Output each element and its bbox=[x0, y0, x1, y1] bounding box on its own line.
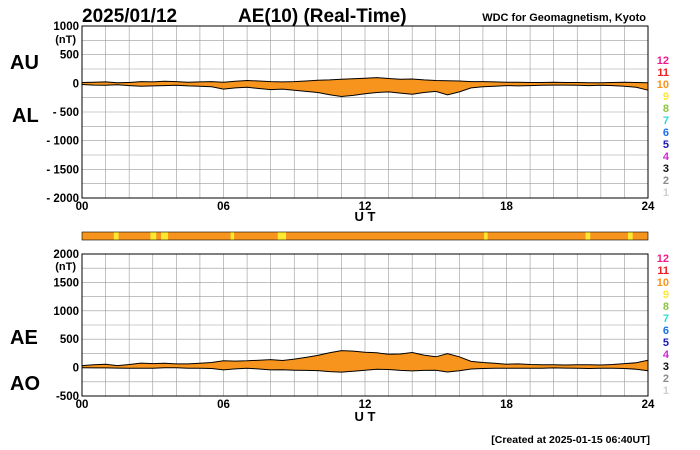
plot-frame bbox=[81, 253, 649, 397]
au-al-panel: AU AL (nT) U T 1000 500 0 - 500 - 1000 - 1500… bbox=[10, 21, 655, 224]
legend-entry: 3 bbox=[663, 361, 669, 373]
y-tick-label: 1500 bbox=[53, 277, 79, 289]
legend-entry: 9 bbox=[663, 91, 669, 103]
y-tick-label: 1000 bbox=[53, 21, 79, 33]
legend-entry: 4 bbox=[663, 349, 670, 361]
x-tick-label: 12 bbox=[359, 201, 372, 213]
legend-entry: 8 bbox=[663, 301, 669, 313]
legend-entry: 11 bbox=[657, 265, 669, 277]
y-tick-label: - 2000 bbox=[46, 193, 79, 205]
unit-label: (nT) bbox=[55, 261, 76, 273]
x-axis-label: U T bbox=[355, 209, 376, 224]
station-bar-segment bbox=[627, 232, 633, 240]
au-label: AU bbox=[10, 52, 39, 74]
station-bar-segment bbox=[484, 232, 488, 240]
y-tick-label: - 500 bbox=[53, 107, 79, 119]
data-area bbox=[81, 25, 649, 199]
legend-entry: 1 bbox=[663, 385, 669, 397]
legend-entry: 1 bbox=[663, 187, 669, 199]
station-bar-segment bbox=[230, 232, 235, 240]
data-area bbox=[81, 253, 649, 397]
legend-entry: 7 bbox=[663, 313, 669, 325]
y-tick-label: - 1000 bbox=[46, 136, 79, 148]
data-source-credit: WDC for Geomagnetism, Kyoto bbox=[482, 12, 646, 24]
station-bar-base bbox=[82, 232, 648, 240]
x-tick-label: 06 bbox=[217, 201, 230, 213]
y-tick-label: -500 bbox=[56, 391, 79, 403]
station-count-bar bbox=[81, 231, 649, 241]
legend-entry: 12 bbox=[657, 253, 669, 265]
legend-entry: 10 bbox=[657, 79, 669, 91]
legend-entry: 2 bbox=[663, 175, 669, 187]
y-tick-label: 1000 bbox=[53, 306, 79, 318]
unit-label: (nT) bbox=[55, 34, 76, 46]
upper-series-line bbox=[81, 350, 649, 367]
y-tick-label: 500 bbox=[60, 334, 79, 346]
x-tick-label: 06 bbox=[217, 399, 230, 411]
legend-entry: 8 bbox=[663, 103, 669, 115]
y-tick-label: 0 bbox=[73, 363, 79, 375]
ae-label: AE bbox=[10, 327, 38, 349]
area-fill bbox=[82, 350, 648, 373]
legend-entry: 9 bbox=[663, 289, 669, 301]
station-bar-frame bbox=[81, 231, 649, 241]
ao-label: AO bbox=[10, 373, 40, 395]
plot-frame bbox=[81, 25, 649, 199]
x-tick-label: 18 bbox=[500, 399, 513, 411]
upper-series-line bbox=[81, 77, 649, 84]
lower-series-line bbox=[81, 84, 649, 98]
legend-entry: 5 bbox=[663, 337, 669, 349]
x-tick-label: 00 bbox=[76, 201, 89, 213]
y-tick-label: 2000 bbox=[53, 249, 79, 261]
x-tick-label: 00 bbox=[76, 399, 89, 411]
x-axis-label: U T bbox=[355, 409, 376, 424]
legend-entry: 2 bbox=[663, 373, 669, 385]
legend-entry: 4 bbox=[663, 151, 670, 163]
grid-lines bbox=[82, 26, 648, 198]
date-label: 2025/01/12 bbox=[82, 6, 177, 27]
lower-series-line bbox=[81, 367, 649, 373]
y-tick-label: 0 bbox=[73, 78, 79, 90]
created-timestamp: [Created at 2025-01-15 06:40UT] bbox=[491, 434, 650, 446]
legend-entry: 6 bbox=[663, 325, 669, 337]
al-label: AL bbox=[12, 105, 39, 127]
chart-title: AE(10) (Real-Time) bbox=[238, 6, 407, 27]
legend-entry: 12 bbox=[657, 55, 669, 67]
y-tick-label: - 1500 bbox=[46, 164, 79, 176]
x-tick-label: 24 bbox=[642, 201, 655, 213]
legend-entry: 7 bbox=[663, 115, 669, 127]
station-bar-segment bbox=[113, 232, 119, 240]
x-tick-label: 18 bbox=[500, 201, 513, 213]
station-bar-segment bbox=[277, 232, 286, 240]
station-bar-segment bbox=[161, 232, 169, 240]
legend-entry: 10 bbox=[657, 277, 669, 289]
x-tick-label: 12 bbox=[359, 399, 372, 411]
legend-entry: 6 bbox=[663, 127, 669, 139]
legend-entry: 5 bbox=[663, 139, 669, 151]
station-bar-segment bbox=[150, 232, 157, 240]
y-tick-label: 500 bbox=[60, 50, 79, 62]
legend-entry: 3 bbox=[663, 163, 669, 175]
x-tick-label: 24 bbox=[642, 399, 655, 411]
station-bar-segment bbox=[585, 232, 591, 240]
legend-entry: 11 bbox=[657, 67, 669, 79]
